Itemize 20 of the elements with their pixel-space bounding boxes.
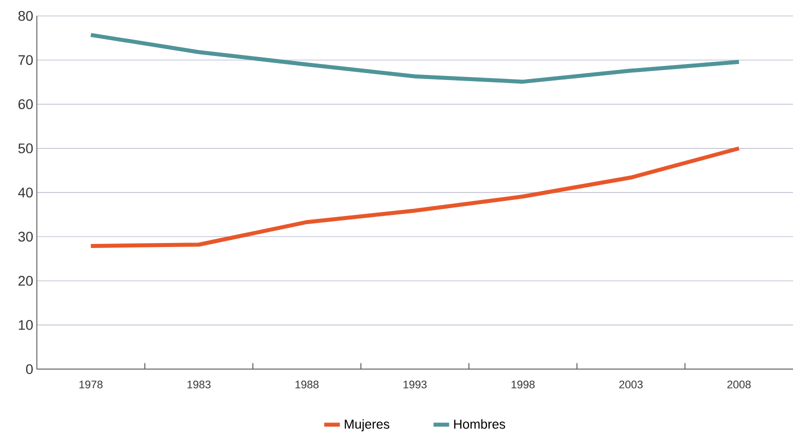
y-tick-label: 40 (18, 188, 33, 198)
x-tick-label: 2008 (727, 380, 751, 388)
legend-label: Mujeres (344, 419, 390, 432)
x-tick-label: 1993 (404, 380, 427, 388)
x-tick-label: 1978 (79, 380, 103, 388)
y-tick-label: 50 (18, 144, 33, 154)
y-tick-label: 70 (18, 55, 33, 66)
line-series (88, 146, 741, 248)
line-series (88, 33, 741, 84)
y-tick-label: 20 (18, 276, 33, 286)
y-tick-label: 80 (18, 11, 33, 21)
x-tick-label: 1988 (296, 380, 319, 388)
legend-label: Hombres (454, 419, 506, 429)
y-tick-label: 10 (18, 320, 33, 330)
y-tick-label: 30 (18, 232, 33, 242)
x-tick-label: 2003 (619, 380, 643, 388)
x-tick-label: 1998 (512, 380, 535, 388)
x-tick-label: 1983 (188, 380, 211, 388)
y-tick-label: 0 (26, 364, 33, 374)
y-tick-label: 60 (18, 99, 33, 110)
